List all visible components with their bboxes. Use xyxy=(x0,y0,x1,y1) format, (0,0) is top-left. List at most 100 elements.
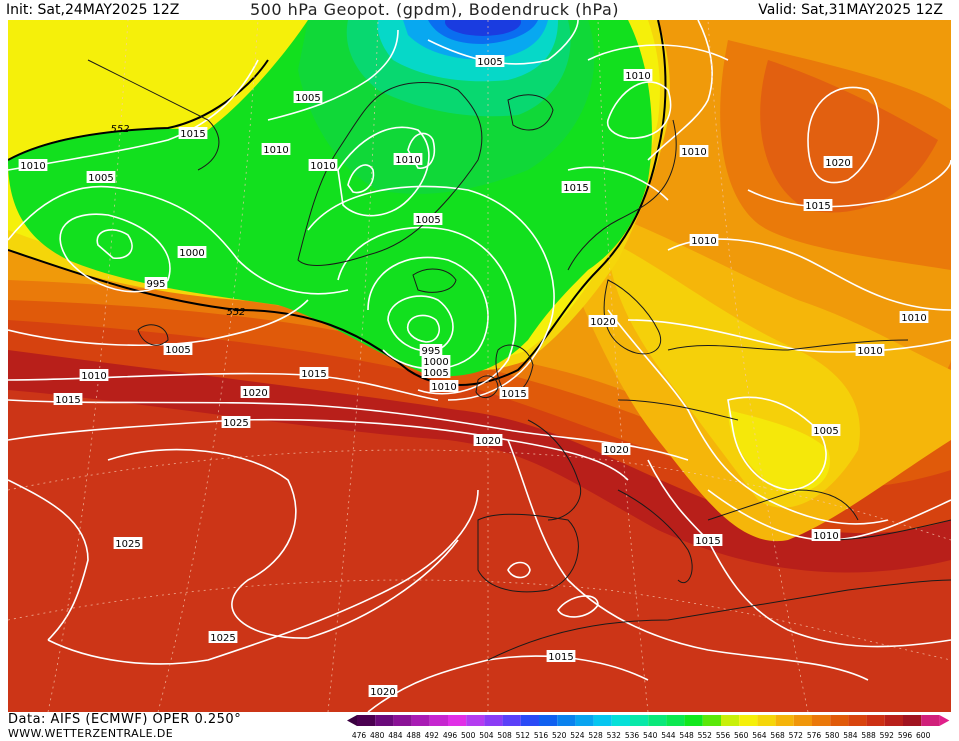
legend-tick-label: 584 xyxy=(843,731,858,740)
field-balkan-552 xyxy=(728,410,830,493)
graticule xyxy=(8,20,951,712)
svalbard-coast xyxy=(507,94,554,131)
isobar xyxy=(406,314,440,343)
isobar-label-text: 1015 xyxy=(501,389,526,400)
isobar xyxy=(8,479,89,641)
site-url: WWW.WETTERZENTRALE.DE xyxy=(8,727,174,740)
isobar-label-text: 1005 xyxy=(88,173,113,184)
isobar-label-text: 1020 xyxy=(370,687,395,698)
isobar-label: 1015 xyxy=(803,199,833,212)
legend-swatch xyxy=(593,715,612,726)
isobar-label: 1005 xyxy=(163,343,193,356)
isobar-label: 1010 xyxy=(679,145,709,158)
isobar-label-text: 1010 xyxy=(901,313,926,324)
isobar-label-bg xyxy=(429,380,459,392)
isobar xyxy=(96,229,133,260)
ireland-coast xyxy=(475,375,499,398)
isobar-label-bg xyxy=(473,434,503,446)
isobar xyxy=(8,185,349,295)
isobar-label-text: 1005 xyxy=(415,215,440,226)
isobar-label-bg xyxy=(177,246,207,258)
legend-tick-label: 532 xyxy=(607,731,622,740)
map-footer: Data: AIFS (ECMWF) OPER 0.250° WWW.WETTE… xyxy=(0,712,959,741)
isobar xyxy=(607,309,889,525)
legend-swatch xyxy=(375,715,394,726)
isobar-label-bg xyxy=(308,159,338,171)
isobar xyxy=(387,295,454,352)
legend-swatch xyxy=(884,715,903,726)
legend-swatch xyxy=(866,715,885,726)
isobar-label: 1015 xyxy=(499,387,529,400)
legend-tick-label: 592 xyxy=(880,731,895,740)
isobar-label-text: 1020 xyxy=(475,436,500,447)
legend-tick-label: 552 xyxy=(698,731,713,740)
isobar-label-text: 1020 xyxy=(603,445,628,456)
legend-swatch xyxy=(903,715,922,726)
isobars xyxy=(8,20,951,712)
isobar-label-bg xyxy=(18,159,48,171)
isobar-label: 1025 xyxy=(221,416,251,429)
isobar-label-text: 995 xyxy=(421,346,440,357)
legend-swatch xyxy=(775,715,794,726)
field-low-center xyxy=(445,20,521,36)
isobar-label: 1005 xyxy=(421,366,451,379)
legend-swatch xyxy=(793,715,812,726)
isobar-label-text: 1005 xyxy=(295,93,320,104)
legend-swatch xyxy=(466,715,485,726)
isobar-label-text: 1015 xyxy=(695,536,720,547)
isobar-label: 1005 xyxy=(86,171,116,184)
weather-map-canvas: 1010 1005 1015 1010 1010 1005 1005 1010 1005 1010… xyxy=(8,20,951,712)
legend-tick-label: 568 xyxy=(770,731,785,740)
isobar xyxy=(337,126,430,217)
graticule-line xyxy=(47,20,129,712)
isobar-label-bg xyxy=(855,344,885,356)
isobar-label-text: 1000 xyxy=(179,248,204,259)
isobar xyxy=(407,132,436,169)
isobar-label-bg xyxy=(53,393,83,405)
isobar xyxy=(807,86,880,184)
isobar-label: 1015 xyxy=(546,650,576,663)
legend-tick-label: 600 xyxy=(916,731,931,740)
legend-swatch xyxy=(575,715,594,726)
isobar-label-bg xyxy=(144,277,168,289)
isobar-label-bg xyxy=(299,367,329,379)
legend-tick-label: 500 xyxy=(461,731,476,740)
isobar-label: 1010 xyxy=(429,380,459,393)
isobar-label-bg xyxy=(811,424,841,436)
graticule-line xyxy=(327,20,379,712)
legend-swatch xyxy=(448,715,467,726)
legend-swatch xyxy=(557,715,576,726)
legend-tick-label: 544 xyxy=(661,731,676,740)
isobar xyxy=(267,29,399,121)
legend-tick-label: 528 xyxy=(588,731,603,740)
isobar-label-bg xyxy=(811,529,841,541)
isobar xyxy=(587,44,729,61)
legend-swatch xyxy=(684,715,703,726)
isobar xyxy=(8,59,259,171)
isobar-label-bg xyxy=(163,343,193,355)
legend-tick-label: 556 xyxy=(716,731,731,740)
legend-swatch xyxy=(702,715,721,726)
isobar-label-bg xyxy=(546,650,576,662)
isobar-label: 1005 xyxy=(811,424,841,437)
isobar-label: 1010 xyxy=(899,311,929,324)
isobar-label: 1015 xyxy=(299,367,329,380)
isobar-label-text: 1025 xyxy=(210,633,235,644)
isobar-label-text: 1020 xyxy=(825,158,850,169)
isobar xyxy=(647,20,713,161)
legend-tick-label: 548 xyxy=(679,731,694,740)
graticule-line xyxy=(707,20,809,712)
isobar-label: 1005 xyxy=(475,55,505,68)
isobar-label-bg xyxy=(499,387,529,399)
legend-swatch xyxy=(429,715,448,726)
isobar xyxy=(307,185,555,401)
isobar-label-bg xyxy=(413,213,443,225)
border-line xyxy=(617,399,739,421)
legend-swatch xyxy=(648,715,667,726)
isobar-label-text: 1010 xyxy=(681,147,706,158)
isobar-label-bg xyxy=(803,199,833,211)
border-line xyxy=(667,339,909,351)
isobar-label: 1015 xyxy=(693,534,723,547)
isobar-label-text: 1005 xyxy=(813,426,838,437)
legend-tick-label: 536 xyxy=(625,731,640,740)
